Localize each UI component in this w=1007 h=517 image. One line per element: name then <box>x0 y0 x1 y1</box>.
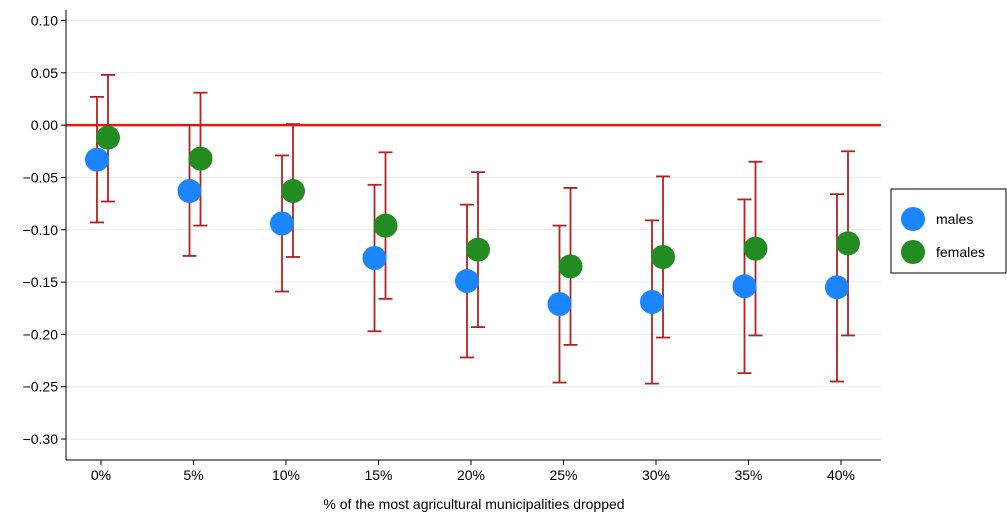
point-males <box>85 147 109 172</box>
y-tick-label: 0.00 <box>31 117 58 133</box>
data-points <box>85 125 860 317</box>
x-tick-label: 25% <box>549 467 577 483</box>
point-females <box>836 231 860 256</box>
y-tick-label: −0.20 <box>23 326 59 342</box>
x-tick-label: 15% <box>364 467 392 483</box>
point-males <box>825 275 849 300</box>
y-axis-ticks: 0.10 0.05 0.00 −0.05 −0.10 −0.15 −0.20 −0.25 −0.… <box>23 12 66 447</box>
point-males <box>177 179 202 204</box>
x-tick-label: 20% <box>457 467 485 483</box>
y-tick-label: −0.25 <box>23 379 59 395</box>
point-females <box>373 213 398 238</box>
legend-label: males <box>936 211 973 227</box>
x-tick-label: 5% <box>183 467 203 483</box>
x-tick-label: 40% <box>827 467 855 483</box>
x-axis-label: % of the most agricultural municipalitie… <box>323 496 624 512</box>
y-tick-label: −0.10 <box>23 222 59 238</box>
axes <box>65 10 881 461</box>
point-females <box>651 244 675 269</box>
x-axis-ticks: 0% 5% 10% 15% 20% 25% 30% 35% 40% <box>91 460 855 483</box>
y-tick-label: −0.15 <box>23 274 59 290</box>
point-females <box>743 236 768 261</box>
x-tick-label: 35% <box>734 467 762 483</box>
legend-label: females <box>936 244 985 260</box>
legend-marker <box>901 207 925 231</box>
grid-lines <box>66 19 881 440</box>
x-tick-label: 30% <box>642 467 670 483</box>
point-males <box>640 289 664 314</box>
legend-item-females[interactable]: females <box>901 240 985 264</box>
y-tick-label: 0.05 <box>31 65 58 81</box>
x-tick-label: 0% <box>91 467 111 483</box>
error-bars <box>90 73 855 385</box>
point-females <box>558 254 583 279</box>
legend[interactable]: males females <box>890 188 1007 274</box>
point-females <box>281 179 305 204</box>
legend-item-males[interactable]: males <box>901 207 973 231</box>
point-females <box>188 146 213 171</box>
legend-marker <box>901 240 925 264</box>
point-males <box>732 274 757 299</box>
x-tick-label: 10% <box>272 467 300 483</box>
y-tick-label: 0.10 <box>31 12 58 28</box>
point-males <box>270 211 294 236</box>
point-males <box>455 269 479 294</box>
point-females <box>466 237 490 262</box>
y-tick-label: −0.30 <box>23 431 59 447</box>
y-tick-label: −0.05 <box>23 169 59 185</box>
point-males <box>547 292 572 317</box>
point-females <box>96 125 120 150</box>
point-males <box>362 246 387 271</box>
